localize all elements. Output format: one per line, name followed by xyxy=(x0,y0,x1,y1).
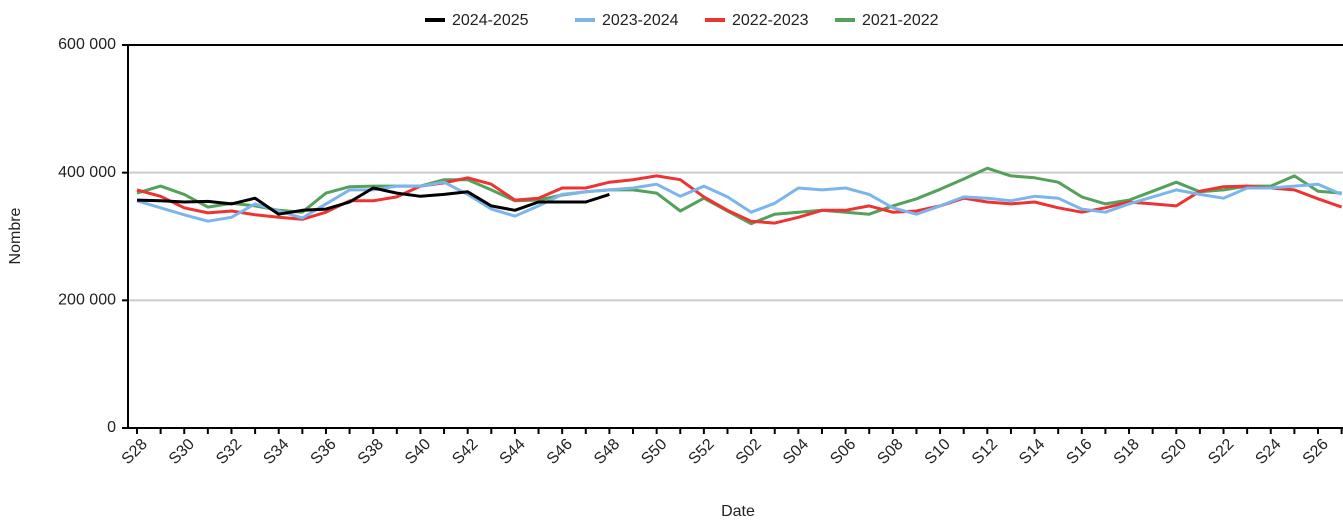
x-tick-label: S02 xyxy=(733,436,765,468)
x-tick-label: S40 xyxy=(402,436,434,468)
x-tick-label: S36 xyxy=(308,436,340,468)
y-axis-label: Nombre xyxy=(7,207,24,264)
x-tick-label: S34 xyxy=(260,436,292,468)
y-tick-label: 400 000 xyxy=(58,164,116,181)
x-tick-label: S38 xyxy=(355,436,387,468)
x-tick-label: S06 xyxy=(827,436,859,468)
x-tick-label: S22 xyxy=(1205,436,1237,468)
x-tick-label: S26 xyxy=(1300,436,1332,468)
x-tick-label: S20 xyxy=(1158,436,1190,468)
series-line xyxy=(136,186,610,216)
x-tick-label: S48 xyxy=(591,436,623,468)
legend-label: 2022-2023 xyxy=(732,12,809,29)
x-tick-label: S08 xyxy=(875,436,907,468)
x-axis-label: Date xyxy=(721,503,755,520)
legend-label: 2021-2022 xyxy=(862,12,939,29)
x-tick-label: S12 xyxy=(969,436,1001,468)
x-tick-label: S50 xyxy=(638,436,670,468)
x-tick-label: S52 xyxy=(686,436,718,468)
x-tick-label: S44 xyxy=(497,436,529,468)
y-tick-label: 200 000 xyxy=(58,292,116,309)
x-tick-label: S18 xyxy=(1111,436,1143,468)
x-tick-label: S10 xyxy=(922,436,954,468)
series-line xyxy=(136,180,1343,223)
x-tick-label: S42 xyxy=(449,436,481,468)
y-tick-label: 0 xyxy=(107,419,116,436)
legend-label: 2024-2025 xyxy=(452,12,529,29)
x-tick-label: S04 xyxy=(780,436,812,468)
x-tick-label: S46 xyxy=(544,436,576,468)
x-tick-label: S24 xyxy=(1252,436,1284,468)
x-tick-label: S32 xyxy=(213,436,245,468)
x-tick-label: S16 xyxy=(1063,436,1095,468)
legend-label: 2023-2024 xyxy=(602,12,679,29)
x-tick-label: S14 xyxy=(1016,436,1048,468)
x-tick-label: S28 xyxy=(119,436,151,468)
x-tick-label: S30 xyxy=(166,436,198,468)
y-tick-label: 600 000 xyxy=(58,36,116,53)
